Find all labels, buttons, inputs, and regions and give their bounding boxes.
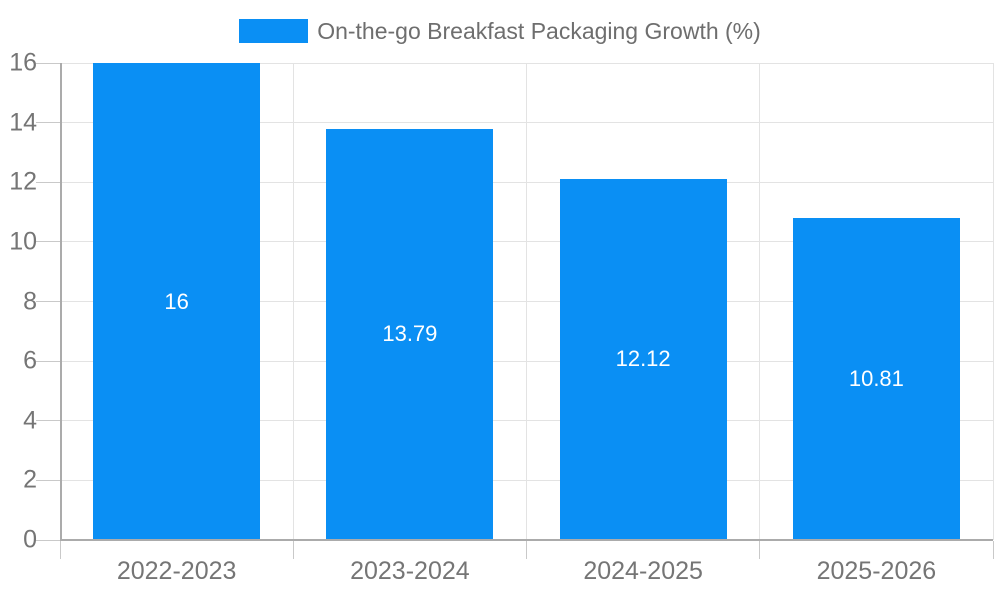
bar-2024-2025: 12.12	[559, 178, 727, 540]
y-axis-label: 4	[23, 406, 37, 435]
y-axis-label: 14	[9, 108, 37, 137]
y-tick	[36, 539, 60, 541]
legend-label: On-the-go Breakfast Packaging Growth (%)	[317, 18, 761, 44]
gridline-v	[292, 63, 294, 540]
y-axis-label: 0	[23, 525, 37, 554]
y-axis-label: 6	[23, 346, 37, 375]
bar-value-label: 16	[164, 288, 189, 314]
y-tick	[36, 301, 60, 302]
y-tick	[36, 420, 60, 422]
gridline-v	[526, 63, 527, 540]
x-axis-label: 2025-2026	[816, 557, 937, 585]
bar-value-label: 13.79	[382, 321, 438, 347]
y-tick	[36, 360, 60, 362]
x-axis-label: 2024-2025	[583, 557, 703, 585]
bar-2023-2024: 13.79	[326, 128, 494, 540]
y-tick	[36, 62, 60, 64]
x-tick	[759, 541, 761, 559]
x-tick	[59, 541, 61, 559]
y-axis-label: 2	[23, 465, 37, 494]
y-axis-label: 8	[23, 287, 37, 315]
gridline-v	[992, 63, 994, 540]
bar-2022-2023: 16	[93, 63, 261, 540]
bar-2025-2026: 10.81	[792, 217, 960, 540]
y-axis-label: 10	[9, 227, 37, 256]
x-axis-label: 2022-2023	[116, 557, 237, 585]
gridline-v	[759, 63, 761, 540]
y-axis-label: 12	[9, 167, 37, 196]
x-tick	[992, 541, 994, 559]
chart-legend[interactable]: On-the-go Breakfast Packaging Growth (%)	[0, 16, 1000, 46]
y-axis-label: 16	[9, 48, 37, 77]
y-axis-line	[60, 63, 62, 541]
y-tick	[36, 479, 60, 481]
legend-swatch-icon	[239, 19, 309, 43]
x-axis-label: 2023-2024	[350, 557, 470, 585]
x-tick	[526, 541, 527, 559]
x-tick	[292, 541, 294, 559]
y-tick	[36, 181, 60, 183]
x-axis-line	[60, 539, 993, 541]
y-tick	[36, 122, 60, 124]
bar-value-label: 10.81	[848, 365, 904, 391]
y-tick	[36, 241, 60, 243]
bar-value-label: 12.12	[615, 346, 671, 372]
